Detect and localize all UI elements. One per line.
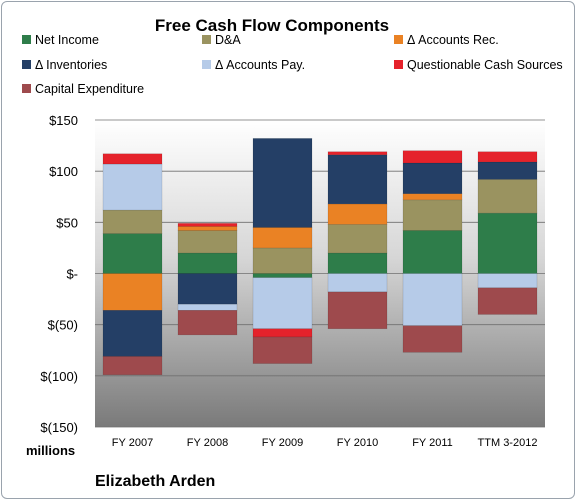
x-tick-label: FY 2008 — [187, 437, 228, 449]
bar-segment-delta-accounts-rec — [177, 226, 238, 231]
legend-label-questionable-cash-sources: Questionable Cash Sources — [407, 58, 563, 72]
legend-swatch-net-income — [22, 35, 31, 44]
bar-segment-questionable-cash-sources — [252, 328, 313, 338]
bar-segment-delta-accounts-pay — [252, 277, 313, 330]
bar-segment-delta-accounts-pay — [327, 273, 388, 293]
y-tick-label: $- — [66, 267, 78, 282]
bar-segment-capital-expenditure — [252, 336, 313, 364]
x-tick-label: FY 2011 — [412, 437, 453, 449]
bar-segment-capital-expenditure — [327, 291, 388, 330]
x-tick-label: FY 2010 — [337, 437, 378, 449]
bar-segment-capital-expenditure — [402, 325, 463, 353]
legend-label-net-income: Net Income — [35, 33, 99, 47]
legend-swatch-questionable-cash-sources — [394, 60, 403, 69]
legend-swatch-delta-accounts-rec — [394, 35, 403, 44]
bars — [102, 138, 538, 376]
legend-label-delta-inventories: Δ Inventories — [35, 58, 107, 72]
bar-segment-d-a — [102, 209, 163, 234]
gridlines — [95, 119, 545, 428]
bar-segment-delta-accounts-rec — [102, 273, 163, 311]
bar-segment-delta-inventories — [102, 310, 163, 357]
x-tick-label: FY 2009 — [262, 437, 303, 449]
bar-segment-d-a — [402, 199, 463, 231]
bar-segment-net-income — [477, 212, 538, 274]
y-axis: $150 $100 $50 $- $(50) $(100) $(150) — [40, 113, 78, 435]
bar-segment-questionable-cash-sources — [327, 151, 388, 156]
chart-title: Free Cash Flow Components — [155, 16, 389, 35]
bar-segment-net-income — [327, 252, 388, 274]
bar-segment-questionable-cash-sources — [177, 223, 238, 227]
y-tick-label: $(50) — [48, 318, 78, 333]
x-axis: FY 2007 FY 2008 FY 2009 FY 2010 FY 2011 TTM 3… — [112, 437, 538, 449]
y-tick-label: $(150) — [40, 420, 78, 435]
bar-segment-delta-inventories — [327, 154, 388, 205]
bar-segment-delta-accounts-rec — [252, 227, 313, 249]
y-tick-label: $100 — [49, 164, 78, 179]
legend-swatch-d-a — [202, 35, 211, 44]
bar-segment-d-a — [252, 247, 313, 274]
bar-segment-delta-accounts-rec — [402, 193, 463, 201]
y-tick-label: $150 — [49, 113, 78, 128]
legend-swatch-delta-inventories — [22, 60, 31, 69]
bar-segment-net-income — [102, 233, 163, 274]
bar-segment-net-income — [177, 252, 238, 274]
bar-segment-delta-inventories — [477, 161, 538, 180]
bar-segment-delta-inventories — [177, 273, 238, 305]
x-tick-label: FY 2007 — [112, 437, 153, 449]
y-tick-label: $(100) — [40, 369, 78, 384]
bar-segment-questionable-cash-sources — [102, 153, 163, 165]
bar-segment-d-a — [177, 230, 238, 254]
bar-segment-questionable-cash-sources — [402, 150, 463, 164]
bar-segment-capital-expenditure — [177, 310, 238, 336]
legend-label-capital-expenditure: Capital Expenditure — [35, 82, 144, 96]
y-tick-label: $50 — [56, 215, 78, 230]
bar-segment-delta-accounts-pay — [177, 303, 238, 311]
company-name: Elizabeth Arden — [95, 473, 215, 490]
legend-label-d-a: D&A — [215, 33, 241, 47]
bar-segment-capital-expenditure — [477, 287, 538, 315]
legend: Net Income D&A Δ Accounts Rec. Δ Inventorie… — [22, 33, 563, 96]
bar-segment-delta-inventories — [252, 138, 313, 228]
bar-segment-net-income — [252, 273, 313, 278]
legend-label-delta-accounts-pay: Δ Accounts Pay. — [215, 58, 305, 72]
bar-segment-d-a — [477, 179, 538, 214]
bar-segment-delta-accounts-pay — [477, 273, 538, 289]
bar-segment-capital-expenditure — [102, 356, 163, 376]
legend-label-delta-accounts-rec: Δ Accounts Rec. — [407, 33, 499, 47]
bar-segment-delta-accounts-rec — [327, 203, 388, 225]
bar-segment-questionable-cash-sources — [477, 151, 538, 163]
bar-segment-delta-inventories — [402, 162, 463, 194]
bar-segment-delta-accounts-pay — [402, 273, 463, 326]
bar-segment-d-a — [327, 224, 388, 254]
legend-swatch-capital-expenditure — [22, 84, 31, 93]
legend-swatch-delta-accounts-pay — [202, 60, 211, 69]
bar-segment-delta-accounts-pay — [102, 163, 163, 211]
bar-segment-net-income — [402, 230, 463, 274]
x-tick-label: TTM 3-2012 — [478, 437, 538, 449]
y-unit-label: millions — [26, 443, 75, 458]
